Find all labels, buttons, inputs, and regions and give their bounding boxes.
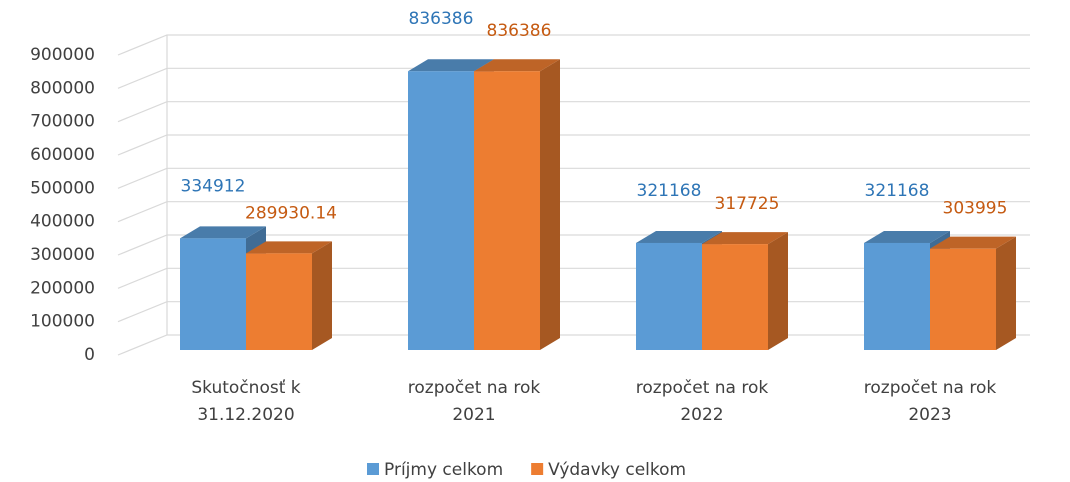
bar-top (636, 230, 722, 243)
x-tick-label: Skutočnosť k 31.12.2020 (191, 378, 300, 425)
bar-top (474, 59, 560, 72)
y-tick-label: 500000 (30, 178, 95, 198)
bar-top (180, 226, 266, 239)
value-label: 303995 (943, 199, 1008, 219)
y-tick-label: 300000 (30, 245, 95, 265)
y-tick-label: 100000 (30, 312, 95, 332)
y-tick-label: 900000 (30, 45, 95, 65)
y-tick-label: 0 (84, 345, 95, 365)
bar-front (702, 244, 768, 350)
bar-side (996, 236, 1016, 350)
bar-top (702, 232, 788, 245)
y-tick-label: 800000 (30, 78, 95, 98)
legend-label: Príjmy celkom (384, 460, 503, 480)
value-label: 317725 (715, 194, 780, 214)
y-tick-label: 600000 (30, 145, 95, 165)
grid-line (117, 34, 1030, 56)
x-tick-label: rozpočet na rok 2021 (408, 378, 541, 425)
bar-top (930, 236, 1016, 249)
bar (930, 236, 1016, 350)
value-label: 321168 (865, 181, 930, 201)
bar-front (864, 242, 930, 350)
bar-side (540, 59, 560, 351)
bar-front (408, 71, 474, 351)
y-tick-label: 200000 (30, 278, 95, 298)
bar (246, 241, 332, 350)
y-tick-label: 700000 (30, 112, 95, 132)
grid-line (117, 167, 1030, 189)
legend-swatch (367, 463, 379, 475)
bar-top (864, 230, 950, 243)
bar-top (246, 241, 332, 254)
x-tick-label: rozpočet na rok 2022 (636, 378, 769, 425)
legend-swatch (531, 463, 544, 475)
bar-front (930, 248, 996, 350)
bar (474, 59, 560, 351)
bar-front (636, 242, 702, 350)
grid-line (117, 134, 1030, 156)
bar-front (474, 71, 540, 351)
y-tick-label: 400000 (30, 212, 95, 232)
x-tick-label: rozpočet na rok 2023 (864, 378, 997, 425)
legend-label: Výdavky celkom (548, 460, 686, 480)
bar-front (180, 238, 246, 350)
grid-line (117, 101, 1030, 123)
value-label: 836386 (409, 9, 474, 29)
value-label: 289930.14 (245, 203, 337, 223)
bar-side (768, 232, 788, 350)
bar-side (312, 241, 332, 350)
bar (702, 232, 788, 350)
value-label: 321168 (637, 181, 702, 201)
bar-front (246, 253, 312, 350)
value-label: 836386 (487, 21, 552, 41)
grid-line (117, 201, 1030, 223)
bar-top (408, 59, 494, 72)
grid-line (117, 67, 1030, 89)
value-label: 334912 (181, 176, 246, 196)
